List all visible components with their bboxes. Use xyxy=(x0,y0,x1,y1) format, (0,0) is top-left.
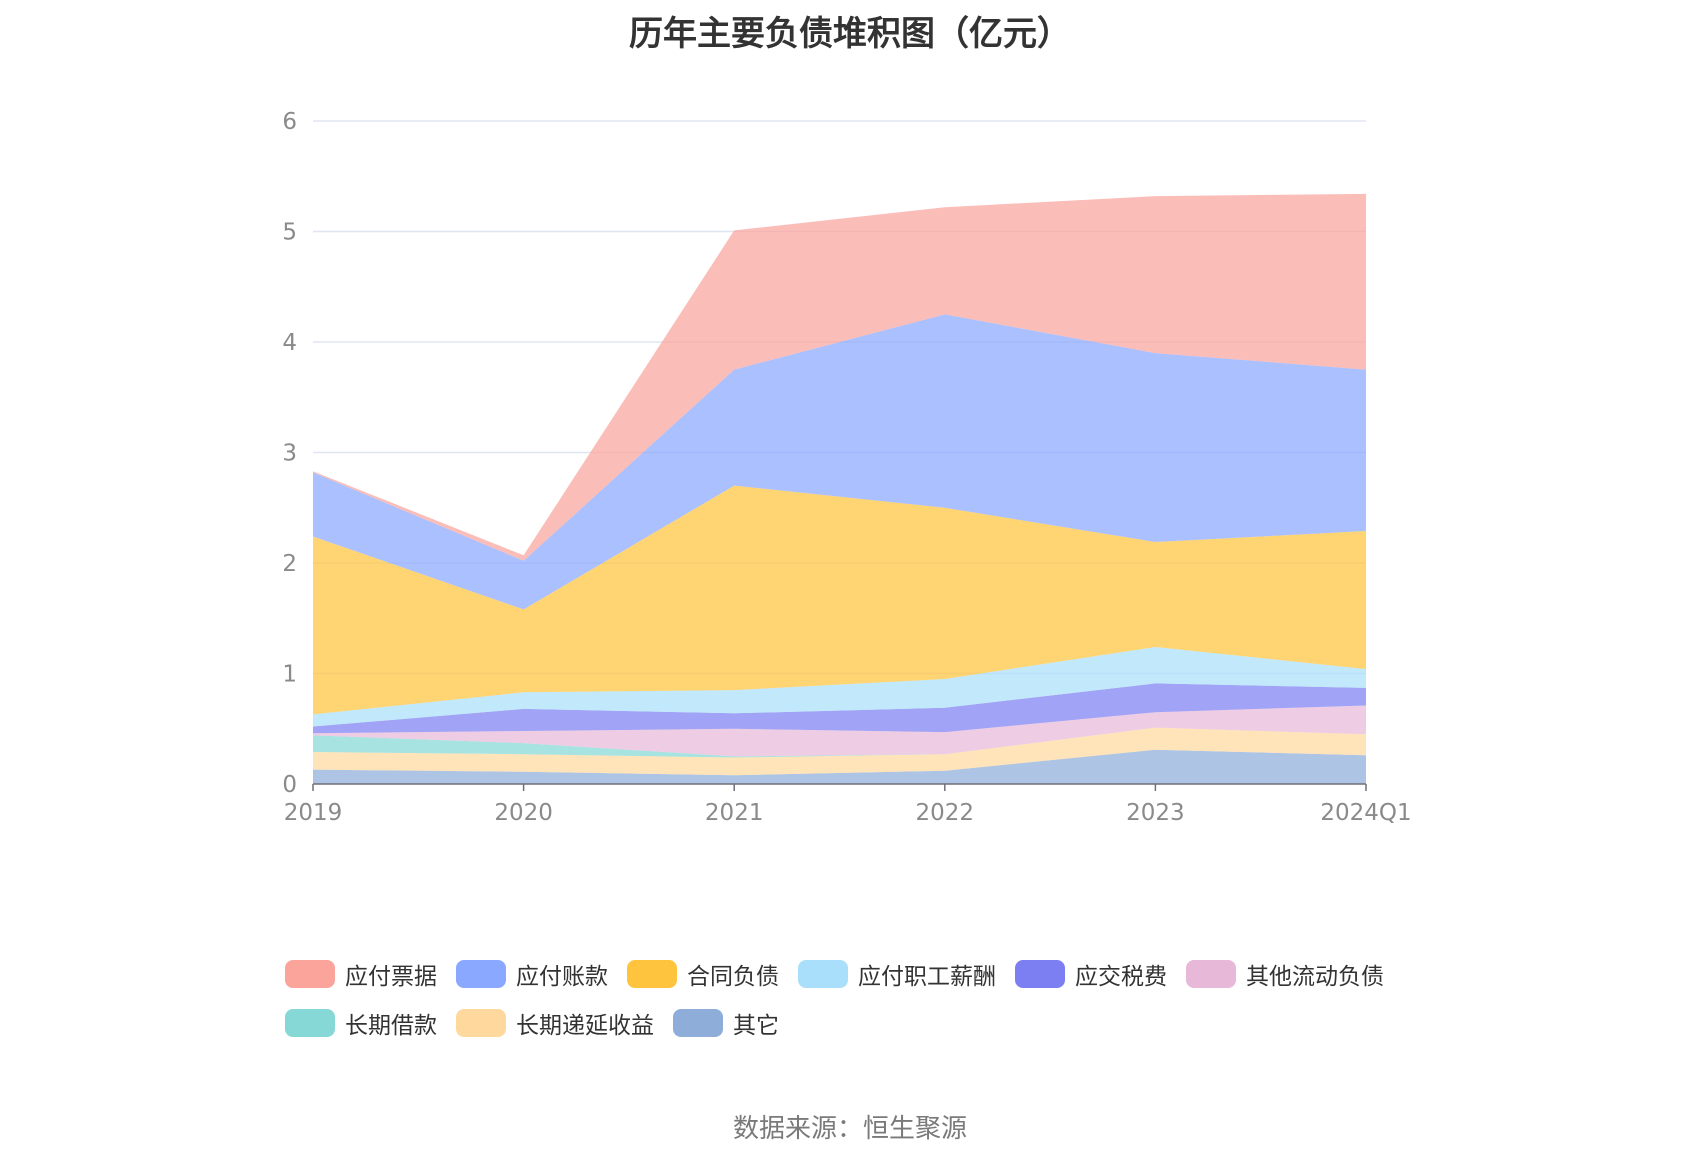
legend-item[interactable]: 其他流动负债 xyxy=(1186,957,1384,991)
legend-row: 应付票据 应付账款 合同负债 应付职工薪酬 应交税费 其他流动负债 xyxy=(285,952,1445,996)
legend-label: 长期借款 xyxy=(345,1013,437,1039)
legend-label: 其它 xyxy=(733,1013,779,1039)
legend-item[interactable]: 应付票据 xyxy=(285,957,437,991)
legend-swatch xyxy=(673,1009,723,1037)
legend-label: 其他流动负债 xyxy=(1246,964,1384,990)
legend-item[interactable]: 应付职工薪酬 xyxy=(798,957,996,991)
legend-item[interactable]: 合同负债 xyxy=(627,957,779,991)
data-source: 数据来源：恒生聚源 xyxy=(732,1114,967,1144)
area-series-0[interactable] xyxy=(313,749,1366,784)
legend-item[interactable]: 应交税费 xyxy=(1015,957,1167,991)
x-tick-label: 2021 xyxy=(705,800,764,826)
legend-item[interactable]: 长期递延收益 xyxy=(456,1006,654,1040)
x-tick-label: 2020 xyxy=(494,800,553,826)
y-tick-label: 3 xyxy=(282,441,297,467)
legend: 应付票据 应付账款 合同负债 应付职工薪酬 应交税费 其他流动负债 长期借款 长期递延收益 其… xyxy=(285,952,1445,1050)
legend-item[interactable]: 长期借款 xyxy=(285,1006,437,1040)
y-tick-label: 1 xyxy=(282,662,297,688)
legend-label: 应付票据 xyxy=(345,964,437,990)
y-tick-label: 5 xyxy=(282,220,297,246)
stacked-areas xyxy=(313,193,1366,784)
axes: 0 1 2 3 4 5 6 2019 2020 2021 2022 2023 2024Q1 xyxy=(282,109,1411,826)
area-series-7[interactable] xyxy=(313,314,1366,610)
legend-swatch xyxy=(1015,960,1065,988)
legend-swatch xyxy=(1186,960,1236,988)
legend-label: 应交税费 xyxy=(1075,964,1167,990)
legend-swatch xyxy=(456,1009,506,1037)
x-tick-label: 2023 xyxy=(1126,800,1185,826)
legend-item[interactable]: 其它 xyxy=(673,1006,779,1040)
legend-label: 应付职工薪酬 xyxy=(858,964,996,990)
y-tick-label: 0 xyxy=(282,772,297,798)
x-tick-label: 2019 xyxy=(284,800,343,826)
legend-swatch xyxy=(627,960,677,988)
area-series-4[interactable] xyxy=(313,683,1366,734)
legend-label: 应付账款 xyxy=(516,964,608,990)
area-series-2[interactable] xyxy=(313,727,1366,758)
legend-item[interactable]: 应付账款 xyxy=(456,957,608,991)
area-series-8[interactable] xyxy=(313,193,1366,561)
legend-label: 长期递延收益 xyxy=(516,1013,654,1039)
chart-title: 历年主要负债堆积图（亿元） xyxy=(629,14,1071,54)
legend-row: 长期借款 长期递延收益 其它 xyxy=(285,1001,1445,1045)
y-tick-label: 4 xyxy=(282,330,297,356)
x-tick-label: 2024Q1 xyxy=(1320,800,1411,826)
area-series-6[interactable] xyxy=(313,485,1366,715)
legend-swatch xyxy=(798,960,848,988)
area-series-1[interactable] xyxy=(313,727,1366,776)
area-series-3[interactable] xyxy=(313,705,1366,757)
area-series-5[interactable] xyxy=(313,647,1366,727)
y-tick-label: 2 xyxy=(282,551,297,577)
y-tick-label: 6 xyxy=(282,109,297,135)
legend-label: 合同负债 xyxy=(687,964,779,990)
legend-swatch xyxy=(285,960,335,988)
x-tick-label: 2022 xyxy=(916,800,975,826)
legend-swatch xyxy=(456,960,506,988)
legend-swatch xyxy=(285,1009,335,1037)
